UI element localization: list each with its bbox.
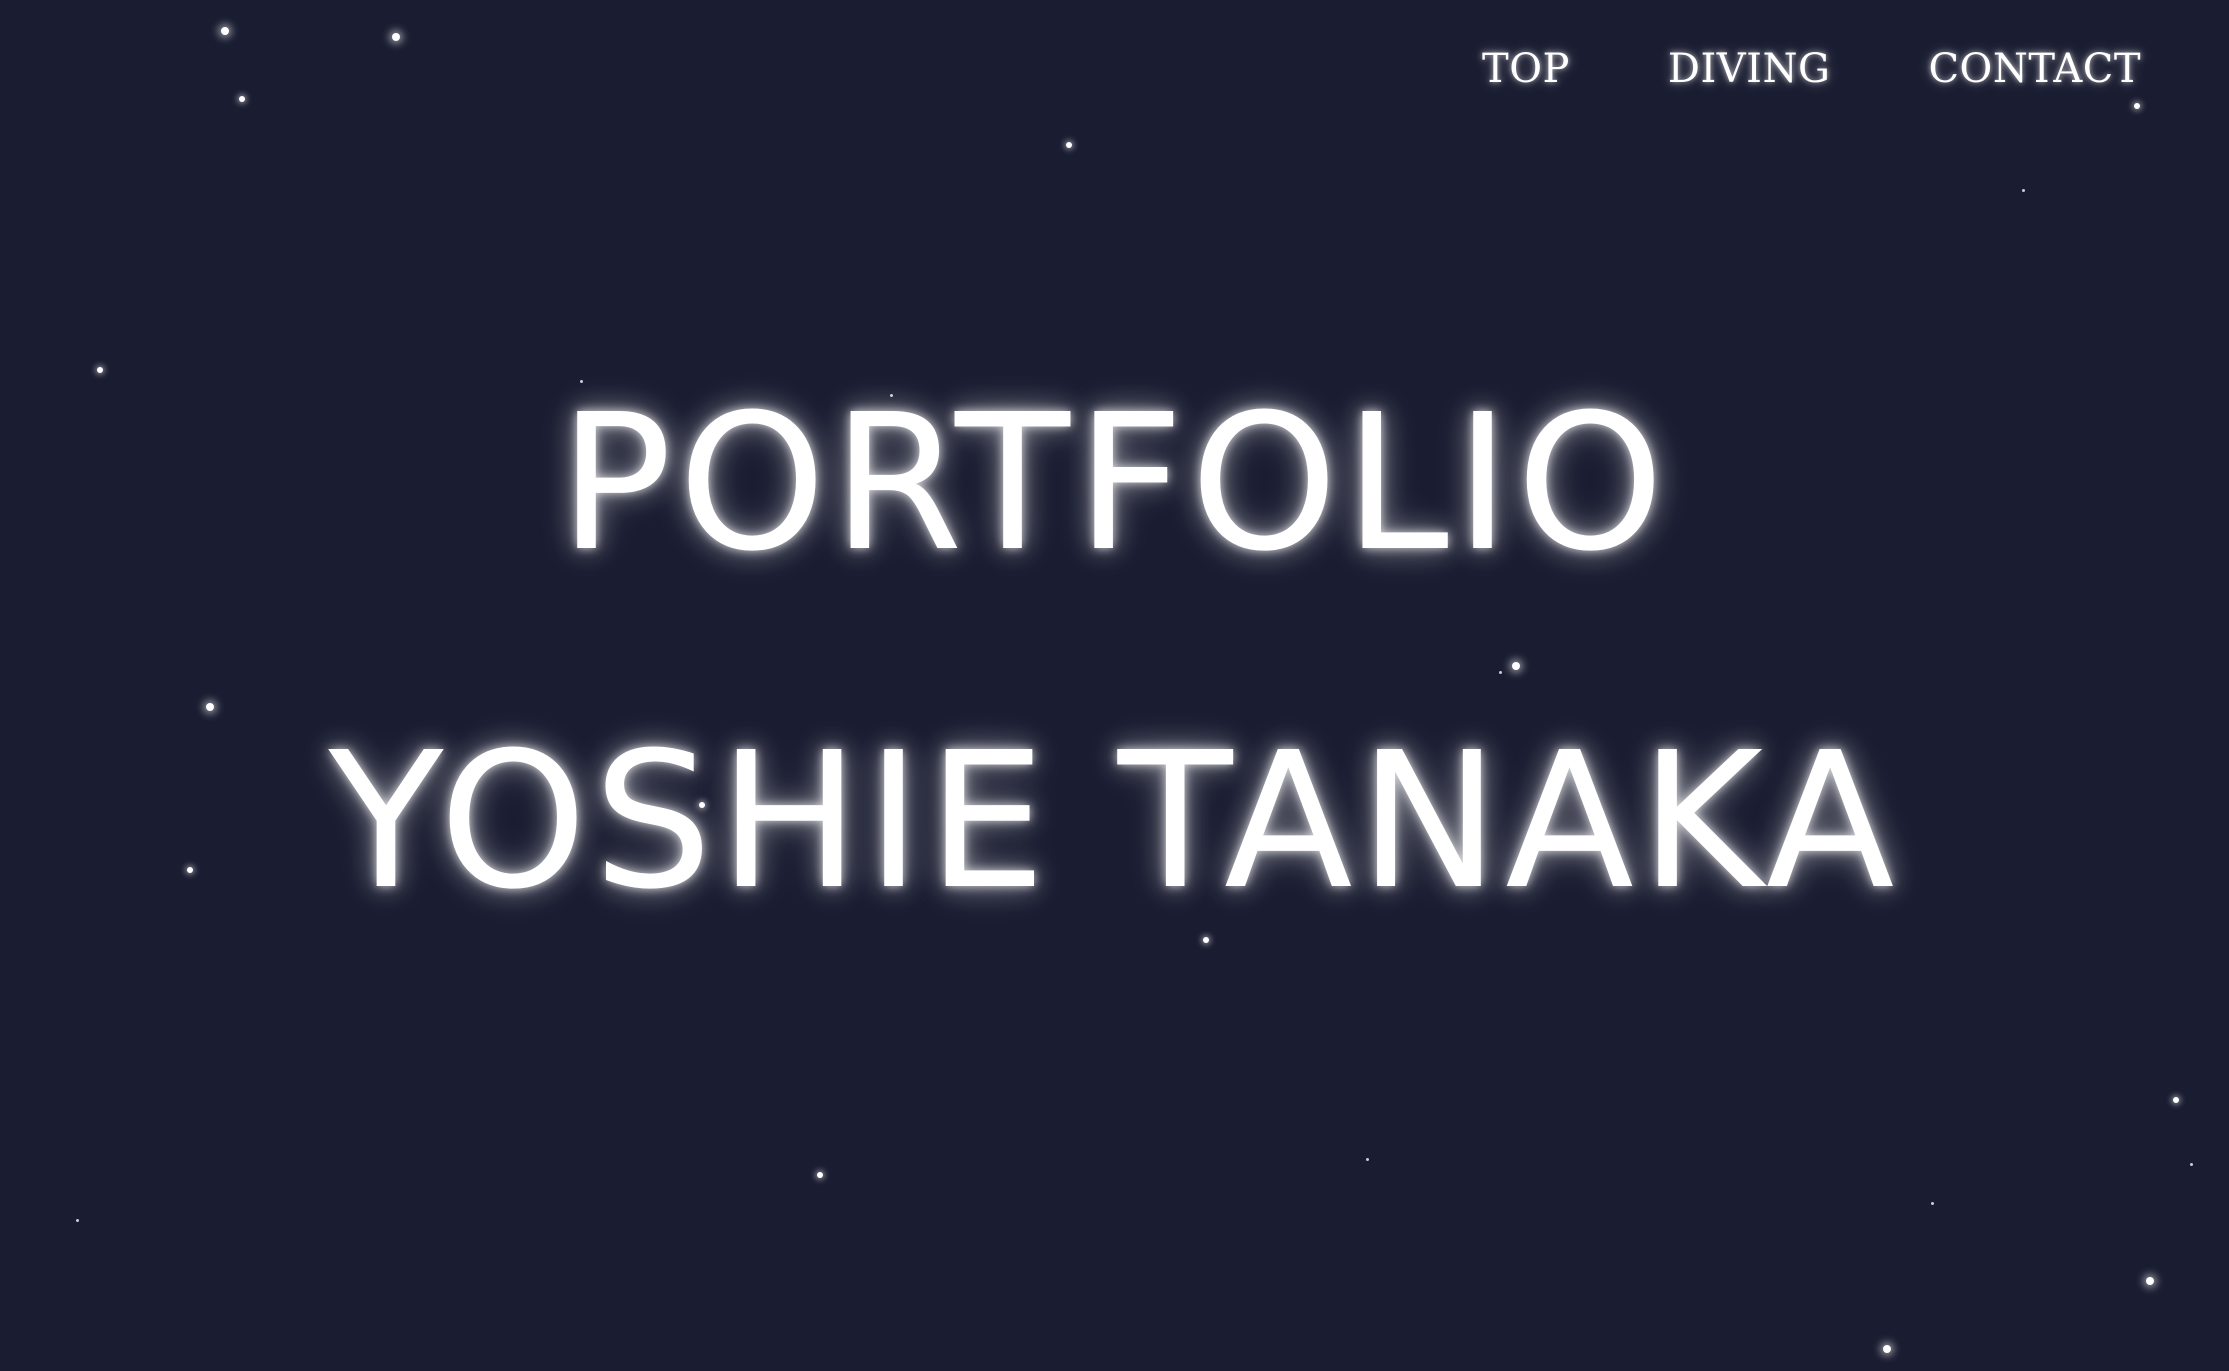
top-navigation: TOP DIVING CONTACT	[1482, 46, 2141, 92]
star	[221, 27, 229, 35]
star	[239, 96, 245, 102]
nav-link-top[interactable]: TOP	[1482, 46, 1570, 92]
star	[699, 802, 705, 808]
star	[392, 33, 400, 41]
star	[1931, 1202, 1934, 1205]
hero-title: PORTFOLIO	[558, 374, 1671, 593]
star	[1066, 142, 1072, 148]
hero-name: YOSHIE TANAKA	[328, 712, 1901, 931]
star	[97, 367, 103, 373]
star	[1512, 662, 1520, 670]
star	[2173, 1097, 2179, 1103]
star	[76, 1219, 79, 1222]
star	[206, 703, 214, 711]
nav-link-contact[interactable]: CONTACT	[1928, 46, 2141, 92]
star	[1499, 671, 1502, 674]
star	[817, 1172, 823, 1178]
star	[2190, 1163, 2193, 1166]
star	[1366, 1158, 1369, 1161]
star	[580, 380, 583, 383]
star	[187, 867, 193, 873]
star	[1883, 1345, 1891, 1353]
star	[2146, 1277, 2154, 1285]
star	[890, 394, 893, 397]
star	[2022, 189, 2025, 192]
star	[2134, 103, 2140, 109]
star	[1203, 937, 1209, 943]
hero-section: PORTFOLIO YOSHIE TANAKA	[0, 390, 2229, 916]
nav-link-diving[interactable]: DIVING	[1667, 46, 1831, 92]
